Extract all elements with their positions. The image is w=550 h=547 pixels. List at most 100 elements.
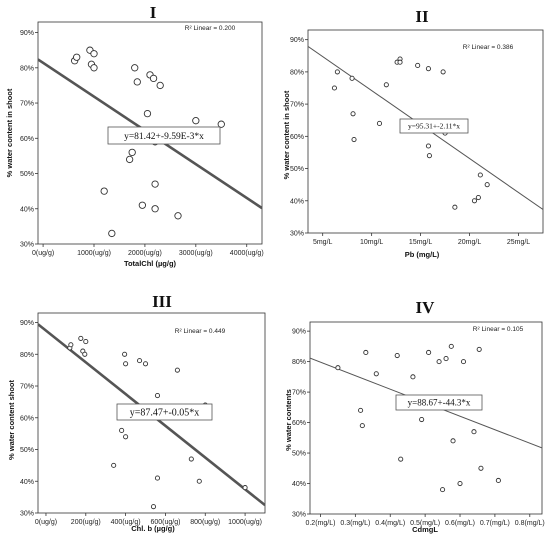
x-tick-label: 4000(ug/g): [230, 250, 264, 257]
data-point: [154, 392, 161, 399]
data-point: [73, 53, 81, 61]
data-point: [477, 172, 483, 178]
x-tick-label: 0.6(mg/L): [445, 520, 475, 527]
data-point: [119, 427, 125, 434]
y-tick-label: 70%: [292, 390, 306, 397]
y-tick-label: 90%: [290, 37, 304, 44]
panel-label: I: [150, 3, 157, 22]
data-point: [108, 229, 116, 238]
data-point: [90, 50, 98, 58]
data-point: [174, 212, 182, 220]
x-tick-label: 2000(ug/g): [128, 250, 162, 257]
data-point: [373, 371, 379, 377]
data-point: [242, 485, 248, 491]
x-tick-label: 5mg/L: [313, 239, 333, 246]
y-tick-label: 60%: [20, 415, 34, 422]
data-point: [111, 462, 117, 468]
data-point: [450, 438, 456, 444]
r2-label: R² Linear = 0.386: [463, 44, 514, 51]
y-tick-label: 30%: [292, 512, 306, 519]
x-tick-label: 15mg/L: [409, 239, 432, 246]
equation-label: y=87.47+-0.05*x: [130, 408, 200, 419]
x-tick-label: 25mg/L: [507, 239, 530, 246]
data-point: [331, 85, 337, 91]
y-tick-label: 30%: [290, 231, 304, 238]
x-tick-label: 0.5(mg/L): [410, 520, 440, 527]
data-point: [131, 64, 139, 72]
data-point: [143, 109, 152, 118]
data-point: [68, 342, 74, 348]
data-point: [128, 148, 136, 157]
y-tick-label: 50%: [20, 171, 34, 178]
y-tick-label: 90%: [20, 30, 34, 37]
y-tick-label: 70%: [20, 384, 34, 391]
data-point: [151, 205, 159, 213]
r2-label: R² Linear = 0.200: [185, 25, 236, 32]
x-tick-label: 200(ug/g): [71, 519, 101, 526]
panel-label: III: [152, 292, 172, 311]
data-point: [457, 480, 463, 487]
x-axis-title: Chl. b (µg/g): [131, 524, 175, 533]
data-point: [196, 478, 202, 484]
data-point: [460, 359, 467, 365]
data-point: [376, 120, 383, 126]
data-point: [123, 361, 129, 367]
y-tick-label: 80%: [290, 69, 304, 76]
y-tick-label: 60%: [290, 134, 304, 141]
data-point: [100, 187, 108, 195]
x-tick-label: 1000(ug/g): [228, 519, 262, 526]
data-point: [443, 356, 449, 362]
data-point: [150, 504, 157, 510]
data-point: [83, 339, 89, 345]
data-point: [440, 487, 446, 493]
data-point: [123, 434, 129, 440]
data-point: [78, 335, 84, 341]
equation-label: y=95.31+-2.11*x: [408, 122, 460, 131]
data-point: [397, 59, 403, 65]
data-point: [394, 352, 400, 359]
x-tick-label: 0.8(mg/L): [515, 520, 545, 527]
data-point: [448, 343, 454, 349]
y-tick-label: 90%: [292, 329, 306, 336]
x-tick-label: 1000(ug/g): [77, 250, 111, 257]
x-tick-label: 20mg/L: [458, 239, 481, 246]
y-tick-label: 30%: [20, 511, 34, 518]
y-tick-label: 80%: [20, 65, 34, 72]
data-point: [82, 351, 88, 357]
data-point: [425, 143, 431, 149]
y-tick-label: 40%: [290, 198, 304, 205]
x-tick-label: 0.2(mg/L): [305, 520, 335, 527]
y-tick-label: 70%: [290, 102, 304, 109]
x-tick-label: 10mg/L: [360, 239, 383, 246]
data-point: [484, 182, 490, 188]
chart-panel-I: I 30% 40% 50% 60% 70% 80% 90% 0(ug/g) 1000(ug/g) 2…: [5, 3, 264, 268]
data-point: [452, 204, 458, 210]
data-point: [426, 153, 432, 159]
data-point: [334, 69, 340, 75]
data-point: [410, 374, 416, 380]
y-tick-label: 40%: [20, 479, 34, 486]
x-tick-label: 0.7(mg/L): [480, 520, 510, 527]
y-tick-label: 50%: [292, 451, 306, 458]
data-point: [154, 475, 161, 481]
y-tick-label: 30%: [20, 242, 34, 249]
panel-label: II: [415, 7, 429, 26]
panel-label: IV: [416, 298, 436, 317]
y-tick-label: 80%: [20, 352, 34, 359]
x-tick-label: 0(ug/g): [32, 250, 54, 257]
chart-panel-III: III 30% 40% 50% 60% 70% 80% 90% 0(ug/g) 200(ug/g)…: [7, 292, 266, 533]
equation-box: [399, 118, 469, 134]
data-point: [138, 201, 147, 209]
y-axis-title: % water content in shoot: [5, 88, 14, 177]
chart-panel-IV: IV 30% 40% 50% 60% 70% 80% 90% 0.2(mg/L) 0.3(mg/L…: [284, 298, 545, 534]
x-tick-label: 600(ug/g): [150, 519, 180, 526]
data-point: [156, 81, 164, 90]
x-tick-label: 0(ug/g): [35, 519, 57, 526]
data-point: [125, 155, 134, 164]
y-tick-label: 50%: [290, 166, 304, 173]
x-axis-title: Pb (mg/L): [405, 250, 440, 259]
data-point: [363, 349, 369, 356]
data-point: [426, 349, 432, 356]
data-point: [174, 367, 180, 373]
